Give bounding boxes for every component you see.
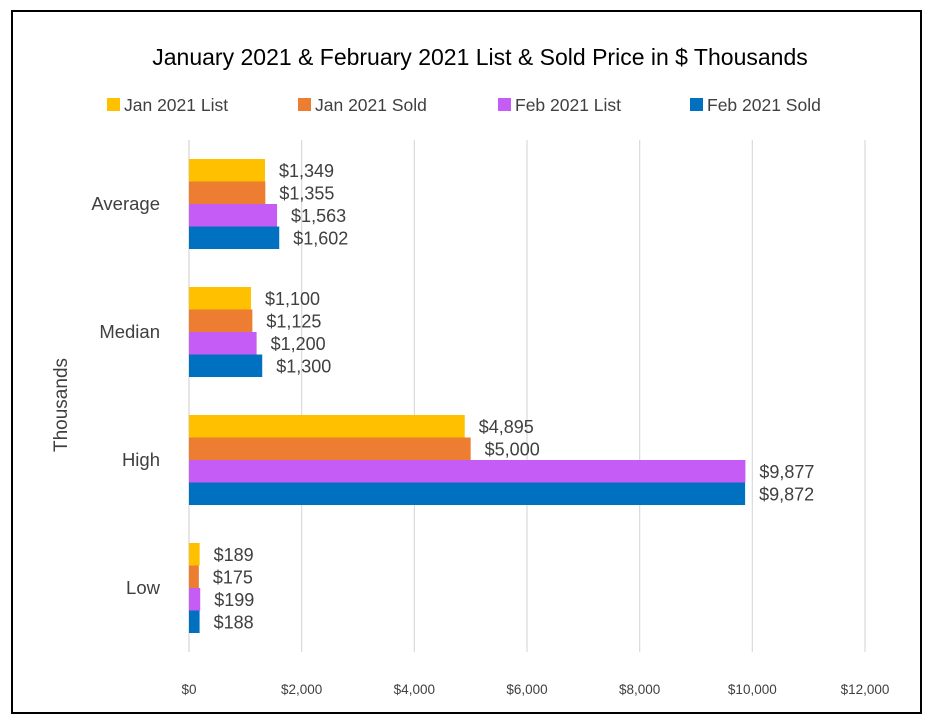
category-label: Median: [99, 321, 160, 342]
y-axis-title: Thousands: [51, 358, 72, 452]
x-tick-label: $8,000: [619, 682, 660, 697]
bar: [189, 226, 280, 249]
data-label: $1,125: [266, 311, 321, 331]
legend-label: Jan 2021 List: [124, 95, 228, 115]
bar: [189, 482, 746, 505]
bars: [189, 159, 746, 633]
data-label: $1,349: [279, 161, 334, 181]
data-label: $1,563: [291, 206, 346, 226]
data-label: $4,895: [479, 417, 534, 437]
category-label: High: [122, 449, 160, 470]
x-tick-label: $4,000: [394, 682, 435, 697]
data-labels: $1,349$1,355 $1,563$1,602 $1,100$1,125 $1,2…: [213, 161, 815, 633]
bar: [189, 437, 471, 460]
data-label: $175: [213, 567, 253, 587]
bar: [189, 354, 263, 377]
bar: [189, 565, 199, 588]
bar: [189, 159, 265, 182]
chart-border: [11, 10, 922, 714]
bar: [189, 415, 465, 438]
legend: Jan 2021 List Jan 2021 Sold Feb 2021 List F…: [107, 95, 821, 115]
bar: [189, 543, 200, 566]
data-label: $5,000: [485, 439, 540, 459]
x-tick-label: $2,000: [281, 682, 322, 697]
category-label: Low: [126, 577, 161, 598]
category-labels: Average Median High Low: [91, 193, 160, 598]
bar: [189, 588, 201, 611]
legend-swatch: [690, 98, 703, 111]
bar: [189, 204, 278, 227]
chart-title: January 2021 & February 2021 List & Sold…: [152, 44, 807, 70]
bar: [189, 181, 266, 204]
bar: [189, 309, 253, 332]
data-label: $189: [214, 545, 254, 565]
category-label: Average: [91, 193, 160, 214]
x-tick-label: $12,000: [841, 682, 890, 697]
bar: [189, 287, 251, 310]
bar: [189, 332, 257, 355]
data-label: $1,602: [293, 228, 348, 248]
x-tick-label: $10,000: [728, 682, 777, 697]
data-label: $199: [214, 590, 254, 610]
data-label: $1,200: [271, 334, 326, 354]
data-label: $1,300: [276, 356, 331, 376]
legend-swatch: [298, 98, 311, 111]
tick-labels: $0 $2,000 $4,000 $6,000 $8,000 $10,000 $12,000: [181, 682, 889, 697]
data-label: $188: [214, 612, 254, 632]
legend-label: Jan 2021 Sold: [315, 95, 427, 115]
data-label: $1,100: [265, 289, 320, 309]
data-label: $1,355: [279, 183, 334, 203]
legend-swatch: [498, 98, 511, 111]
bar: [189, 610, 200, 633]
legend-swatch: [107, 98, 120, 111]
legend-label: Feb 2021 List: [515, 95, 621, 115]
data-label: $9,872: [759, 484, 814, 504]
legend-label: Feb 2021 Sold: [707, 95, 821, 115]
bar: [189, 460, 746, 483]
x-tick-label: $6,000: [506, 682, 547, 697]
x-tick-label: $0: [181, 682, 196, 697]
data-label: $9,877: [759, 462, 814, 482]
